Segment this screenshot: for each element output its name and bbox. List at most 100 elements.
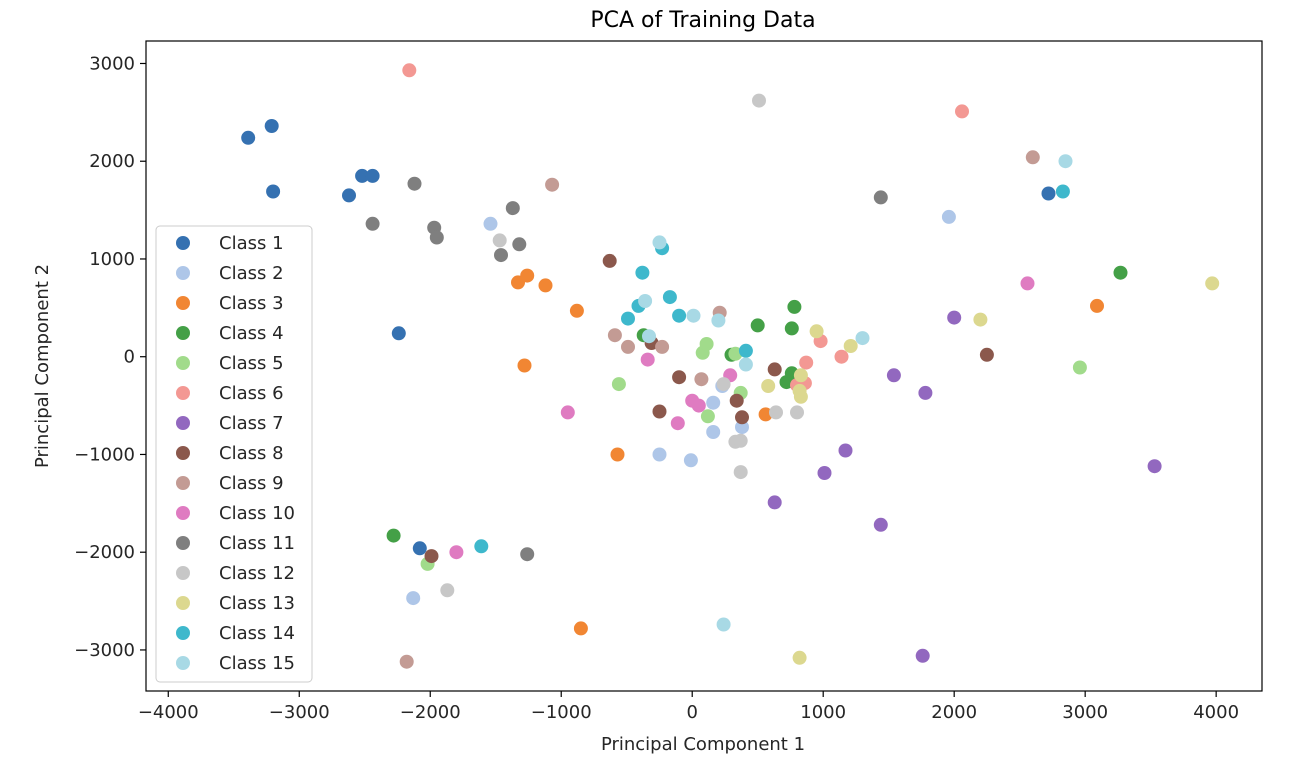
point-class-2-9 xyxy=(941,209,956,224)
point-class-7-7 xyxy=(873,517,888,532)
point-class-8-1 xyxy=(602,253,617,268)
point-class-14-7 xyxy=(738,343,753,358)
point-class-15-2 xyxy=(638,294,653,308)
point-class-6-1 xyxy=(402,63,417,78)
point-class-2-4 xyxy=(683,453,698,468)
point-class-9-2 xyxy=(607,328,622,343)
legend-label-class-6: Class 6 xyxy=(219,383,284,404)
point-class-7-3 xyxy=(947,310,962,325)
point-class-1-6 xyxy=(342,188,356,203)
x-tick-label-3: −2000 xyxy=(400,702,461,723)
legend-label-class-2: Class 2 xyxy=(219,263,284,284)
point-class-13-1 xyxy=(809,324,824,339)
point-class-10-3 xyxy=(670,416,685,431)
point-class-1-8 xyxy=(412,541,427,556)
point-class-2-5 xyxy=(706,425,721,439)
point-class-9-7 xyxy=(1025,150,1040,165)
point-class-12-5 xyxy=(733,433,748,448)
point-class-12-8 xyxy=(790,405,804,420)
point-class-13-6 xyxy=(761,379,776,393)
legend-label-class-14: Class 14 xyxy=(219,623,295,644)
point-class-1-1 xyxy=(241,130,256,145)
point-class-8-7 xyxy=(767,362,782,377)
point-class-10-7 xyxy=(449,545,464,560)
point-class-13-7 xyxy=(973,312,988,327)
point-class-3-9 xyxy=(1090,298,1104,313)
point-class-1-9 xyxy=(1041,186,1056,201)
point-class-1-5 xyxy=(365,168,380,183)
legend-marker-class-8 xyxy=(176,446,190,460)
legend: Class 1 Class 2 Class 3 Class 4 Class 5 Class… xyxy=(155,225,313,683)
point-class-8-8 xyxy=(979,347,994,362)
point-class-4-4 xyxy=(750,318,765,333)
legend-marker-class-12 xyxy=(176,566,190,580)
point-class-8-5 xyxy=(729,393,744,408)
point-class-8-6 xyxy=(735,410,749,425)
legend-marker-class-5 xyxy=(176,356,190,370)
point-class-13-5 xyxy=(793,389,808,404)
legend-marker-class-4 xyxy=(176,326,190,340)
point-class-7-4 xyxy=(838,443,853,458)
point-class-12-3 xyxy=(716,377,731,392)
point-class-2-2 xyxy=(406,591,421,606)
x-tick-label-2: −3000 xyxy=(269,702,330,723)
legend-label-class-4: Class 4 xyxy=(219,323,284,344)
point-class-11-2 xyxy=(407,176,422,191)
point-class-1-3 xyxy=(266,184,281,199)
legend-marker-class-1 xyxy=(176,236,190,250)
legend-label-class-1: Class 1 xyxy=(219,233,284,254)
legend-marker-class-14 xyxy=(176,626,190,640)
x-tick-label-4: −1000 xyxy=(531,702,592,723)
chart-title: PCA of Training Data xyxy=(590,8,815,33)
point-class-6-4 xyxy=(834,349,849,364)
legend-marker-class-6 xyxy=(176,386,190,400)
point-class-3-5 xyxy=(569,303,584,318)
y-tick-label-3: −1000 xyxy=(74,444,135,465)
point-class-10-2 xyxy=(640,352,655,367)
legend-label-class-10: Class 10 xyxy=(219,503,295,524)
legend-label-class-15: Class 15 xyxy=(219,653,295,674)
point-class-11-1 xyxy=(365,216,380,231)
y-tick-label-5: 1000 xyxy=(89,249,135,270)
point-class-5-3 xyxy=(699,337,714,351)
legend-frame xyxy=(155,225,313,683)
point-class-13-2 xyxy=(843,339,858,353)
point-class-12-9 xyxy=(752,93,766,108)
legend-marker-class-3 xyxy=(176,296,190,310)
point-class-5-1 xyxy=(611,377,626,392)
point-class-10-1 xyxy=(560,405,575,420)
point-class-7-8 xyxy=(915,648,930,663)
point-class-15-4 xyxy=(686,308,701,323)
y-tick-label-1: −3000 xyxy=(74,640,135,661)
y-tick-label-4: 0 xyxy=(124,347,135,368)
point-class-8-9 xyxy=(424,549,439,564)
x-tick-label-6: 1000 xyxy=(800,702,846,723)
point-class-15-7 xyxy=(855,331,870,346)
y-axis-title: Principal Component 2 xyxy=(32,264,53,468)
point-class-14-4 xyxy=(621,311,635,326)
point-class-9-3 xyxy=(621,339,635,354)
y-axis-ticks: −3000 −2000 −1000 0 1000 2000 3000 xyxy=(74,53,146,661)
point-class-11-8 xyxy=(520,547,535,562)
point-class-12-6 xyxy=(733,465,748,480)
legend-marker-class-2 xyxy=(176,266,190,280)
point-class-11-9 xyxy=(873,190,888,205)
x-tick-label-1: −4000 xyxy=(138,702,199,723)
point-class-9-5 xyxy=(694,372,709,387)
x-tick-label-8: 3000 xyxy=(1062,702,1108,723)
point-class-9-8 xyxy=(399,654,414,669)
point-class-13-8 xyxy=(1205,276,1220,291)
legend-items: Class 1 Class 2 Class 3 Class 4 Class 5 Class… xyxy=(176,233,295,674)
points-layer xyxy=(241,63,1220,669)
point-class-11-7 xyxy=(494,248,508,263)
point-class-12-1 xyxy=(492,233,507,248)
point-class-11-6 xyxy=(512,237,527,252)
legend-marker-class-10 xyxy=(176,506,190,520)
point-class-14-1 xyxy=(635,265,650,280)
point-class-7-1 xyxy=(886,368,901,383)
point-class-7-5 xyxy=(817,466,832,480)
point-class-5-4 xyxy=(700,409,715,424)
point-class-5-8 xyxy=(1072,360,1087,375)
point-class-4-6 xyxy=(787,299,802,314)
x-tick-label-7: 2000 xyxy=(931,702,977,723)
